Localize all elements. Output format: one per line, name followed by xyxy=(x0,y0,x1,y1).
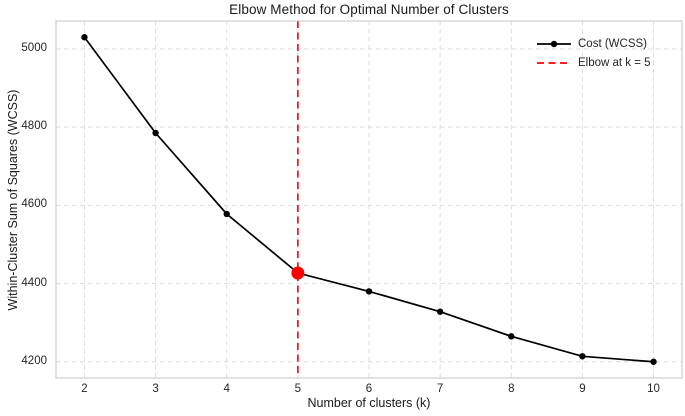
x-tick-label: 3 xyxy=(152,383,159,395)
x-tick-label: 2 xyxy=(81,383,88,395)
data-point-marker xyxy=(579,353,586,360)
x-tick-label: 9 xyxy=(579,383,586,395)
legend: Cost (WCSS) Elbow at k = 5 xyxy=(537,34,651,72)
data-point-marker xyxy=(650,358,657,365)
y-tick-label: 4200 xyxy=(21,354,47,367)
y-tick-label: 5000 xyxy=(21,41,47,54)
chart-title: Elbow Method for Optimal Number of Clust… xyxy=(229,2,509,17)
data-point-marker xyxy=(223,210,230,218)
legend-line-marker-icon xyxy=(537,40,571,47)
elbow-marker xyxy=(291,266,305,280)
y-tick-label: 4600 xyxy=(21,198,47,211)
data-point-marker xyxy=(508,333,515,340)
data-point-marker xyxy=(436,308,444,315)
x-tick-label: 10 xyxy=(647,383,660,395)
x-tick-label: 7 xyxy=(436,383,444,395)
plot-border xyxy=(55,20,683,379)
x-tick-label: 5 xyxy=(294,383,302,395)
y-tick-label: 4400 xyxy=(21,276,47,289)
legend-dashed-line-icon xyxy=(537,61,571,64)
x-tick-label: 4 xyxy=(223,383,230,395)
x-tick-label: 8 xyxy=(508,383,515,395)
data-point-marker xyxy=(152,129,159,137)
data-point-marker xyxy=(81,34,88,41)
data-point-marker xyxy=(365,288,373,295)
legend-label-elbow: Elbow at k = 5 xyxy=(578,56,651,69)
legend-item-cost: Cost (WCSS) xyxy=(537,34,651,53)
legend-item-elbow: Elbow at k = 5 xyxy=(537,53,651,72)
legend-label-cost: Cost (WCSS) xyxy=(578,37,647,50)
y-tick-label: 4800 xyxy=(21,120,47,133)
x-axis-label: Number of clusters (k) xyxy=(307,396,431,410)
x-tick-label: 6 xyxy=(365,383,373,395)
